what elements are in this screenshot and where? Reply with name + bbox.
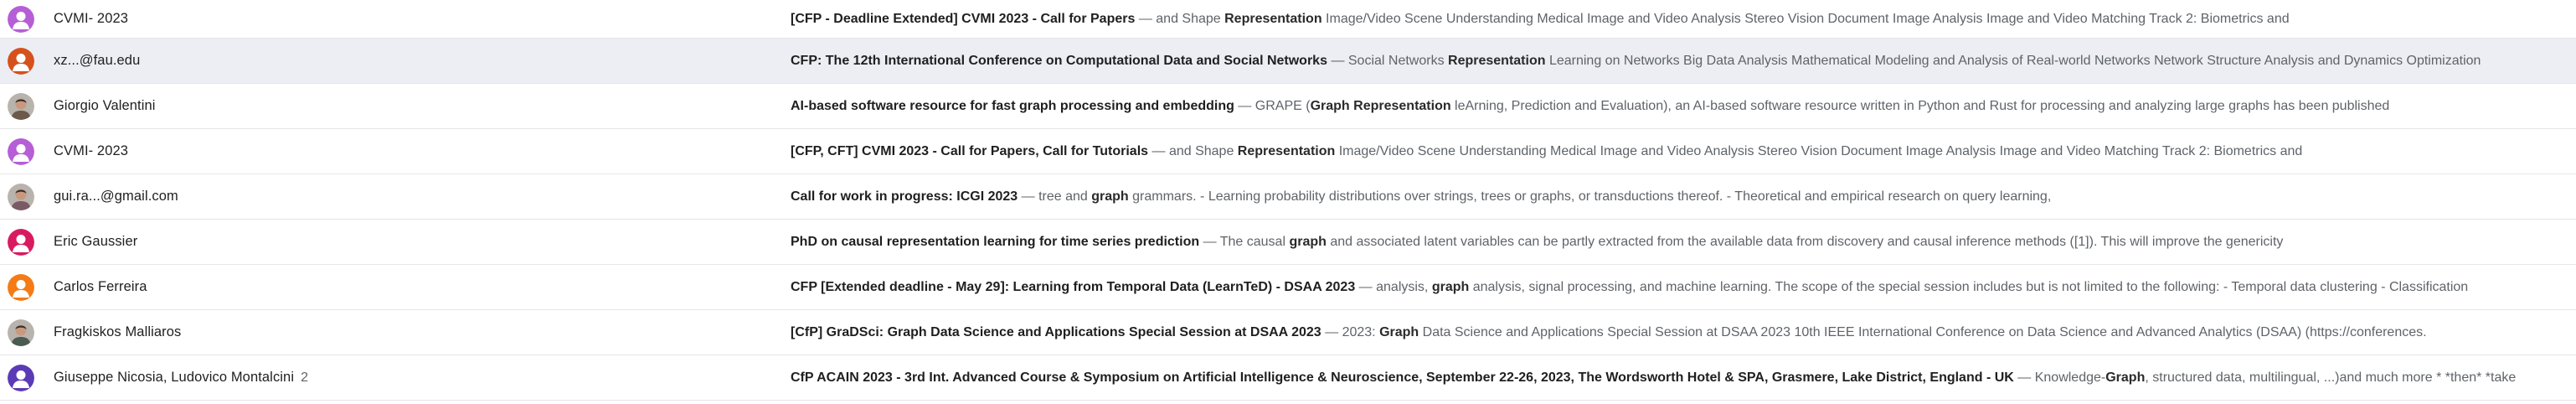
email-snippet: and Shape Representation Image/Video Sce… bbox=[1151, 11, 2290, 26]
email-subject: AI-based software resource for fast grap… bbox=[791, 98, 1234, 113]
email-row[interactable]: gui.ra...@gmail.com Call for work in pro… bbox=[0, 174, 2576, 220]
separator: — bbox=[2017, 370, 2032, 385]
email-snippet: 2023: Graph Data Science and Application… bbox=[1338, 324, 2427, 339]
profile-photo-icon bbox=[8, 92, 34, 120]
email-row[interactable]: xz...@fau.edu CFP: The 12th Internationa… bbox=[0, 39, 2576, 84]
email-subject: CfP ACAIN 2023 - 3rd Int. Advanced Cours… bbox=[791, 370, 2014, 385]
email-snippet: Knowledge-Graph, structured data, multil… bbox=[2031, 370, 2517, 385]
person-icon bbox=[8, 47, 34, 75]
sender-name: Fragkiskos Malliaros bbox=[54, 324, 181, 340]
sender-name: xz...@fau.edu bbox=[54, 53, 140, 69]
sender-label: Carlos Ferreira bbox=[54, 279, 147, 294]
email-subject: CFP [Extended deadline - May 29]: Learni… bbox=[791, 279, 1356, 294]
sender-label: CVMI- 2023 bbox=[54, 143, 129, 158]
sender-name: CVMI- 2023 bbox=[54, 11, 128, 27]
email-row[interactable]: Giorgio Valentini AI-based software reso… bbox=[0, 84, 2576, 129]
separator: — bbox=[1138, 11, 1152, 26]
avatar bbox=[8, 364, 34, 391]
sender-label: gui.ra...@gmail.com bbox=[54, 189, 178, 204]
email-row[interactable]: Carlos Ferreira CFP [Extended deadline -… bbox=[0, 265, 2576, 310]
avatar bbox=[8, 228, 34, 256]
email-row[interactable]: Eric Gaussier PhD on causal representati… bbox=[0, 220, 2576, 265]
email-subject: [CFP - Deadline Extended] CVMI 2023 - Ca… bbox=[791, 11, 1136, 26]
sender-label: Fragkiskos Malliaros bbox=[54, 324, 182, 339]
email-row[interactable]: Fragkiskos Malliaros [CfP] GraDSci: Grap… bbox=[0, 310, 2576, 355]
email-preview: [CFP, CFT] CVMI 2023 - Call for Papers, … bbox=[791, 144, 2302, 159]
separator: — bbox=[1203, 234, 1217, 249]
email-snippet: The causal graph and associated latent v… bbox=[1216, 234, 2284, 249]
email-snippet: and Shape Representation Image/Video Sce… bbox=[1165, 143, 2303, 158]
avatar bbox=[8, 47, 34, 75]
email-subject: PhD on causal representation learning fo… bbox=[791, 234, 1200, 249]
email-row[interactable]: CVMI- 2023 [CFP - Deadline Extended] CVM… bbox=[0, 0, 2576, 39]
email-snippet: GRAPE (Graph Representation leArning, Pr… bbox=[1251, 98, 2390, 113]
avatar bbox=[8, 319, 34, 346]
person-icon bbox=[8, 5, 34, 33]
sender-name: Giuseppe Nicosia, Ludovico Montalcini 2 bbox=[54, 370, 308, 386]
separator: — bbox=[1358, 279, 1373, 294]
separator: — bbox=[1325, 324, 1339, 339]
separator: — bbox=[1331, 53, 1345, 68]
email-preview: PhD on causal representation learning fo… bbox=[791, 235, 2283, 250]
sender-name: Eric Gaussier bbox=[54, 234, 137, 250]
search-highlight: Graph bbox=[2105, 370, 2146, 385]
email-subject: CFP: The 12th International Conference o… bbox=[791, 53, 1327, 68]
email-preview: AI-based software resource for fast grap… bbox=[791, 99, 2389, 114]
separator: — bbox=[1238, 98, 1252, 113]
search-highlight: Representation bbox=[1224, 11, 1322, 26]
avatar bbox=[8, 92, 34, 120]
avatar bbox=[8, 183, 34, 210]
avatar bbox=[8, 5, 34, 33]
search-highlight: Representation bbox=[1448, 53, 1546, 68]
avatar bbox=[8, 273, 34, 301]
email-subject: [CfP] GraDSci: Graph Data Science and Ap… bbox=[791, 324, 1321, 339]
search-highlight: Graph bbox=[1379, 324, 1419, 339]
sender-name: gui.ra...@gmail.com bbox=[54, 189, 178, 205]
email-snippet: analysis, graph analysis, signal process… bbox=[1372, 279, 2469, 294]
search-highlight: graph bbox=[1091, 189, 1129, 204]
separator: — bbox=[1151, 143, 1166, 158]
profile-photo-icon bbox=[8, 319, 34, 346]
sender-label: Giorgio Valentini bbox=[54, 98, 156, 113]
sender-label: xz...@fau.edu bbox=[54, 53, 141, 68]
email-snippet: Social Networks Representation Learning … bbox=[1344, 53, 2481, 68]
email-preview: CFP: The 12th International Conference o… bbox=[791, 54, 2481, 69]
email-snippet: tree and graph grammars. - Learning prob… bbox=[1034, 189, 2052, 204]
email-preview: CfP ACAIN 2023 - 3rd Int. Advanced Cours… bbox=[791, 370, 2516, 386]
separator: — bbox=[1021, 189, 1035, 204]
email-row[interactable]: CVMI- 2023 [CFP, CFT] CVMI 2023 - Call f… bbox=[0, 129, 2576, 174]
sender-label: CVMI- 2023 bbox=[54, 11, 129, 26]
email-row[interactable]: Giuseppe Nicosia, Ludovico Montalcini 2 C… bbox=[0, 355, 2576, 401]
sender-name: CVMI- 2023 bbox=[54, 143, 128, 159]
search-highlight: Graph Representation bbox=[1310, 98, 1451, 113]
sender-name: Giorgio Valentini bbox=[54, 98, 156, 114]
person-icon bbox=[8, 364, 34, 391]
search-highlight: Representation bbox=[1237, 143, 1336, 158]
email-subject: Call for work in progress: ICGI 2023 bbox=[791, 189, 1018, 204]
email-preview: [CfP] GraDSci: Graph Data Science and Ap… bbox=[791, 325, 2427, 340]
person-icon bbox=[8, 273, 34, 301]
person-icon bbox=[8, 137, 34, 165]
sender-label: Giuseppe Nicosia, Ludovico Montalcini bbox=[54, 370, 295, 385]
email-subject: [CFP, CFT] CVMI 2023 - Call for Papers, … bbox=[791, 143, 1149, 158]
profile-photo-icon bbox=[8, 183, 34, 210]
person-icon bbox=[8, 228, 34, 256]
sender-name: Carlos Ferreira bbox=[54, 279, 147, 295]
thread-count: 2 bbox=[301, 370, 309, 385]
email-preview: CFP [Extended deadline - May 29]: Learni… bbox=[791, 280, 2468, 295]
avatar bbox=[8, 137, 34, 165]
sender-label: Eric Gaussier bbox=[54, 234, 138, 249]
search-highlight: graph bbox=[1289, 234, 1327, 249]
search-highlight: graph bbox=[1431, 279, 1470, 294]
email-preview: Call for work in progress: ICGI 2023 — t… bbox=[791, 189, 2051, 205]
email-preview: [CFP - Deadline Extended] CVMI 2023 - Ca… bbox=[791, 12, 2290, 27]
